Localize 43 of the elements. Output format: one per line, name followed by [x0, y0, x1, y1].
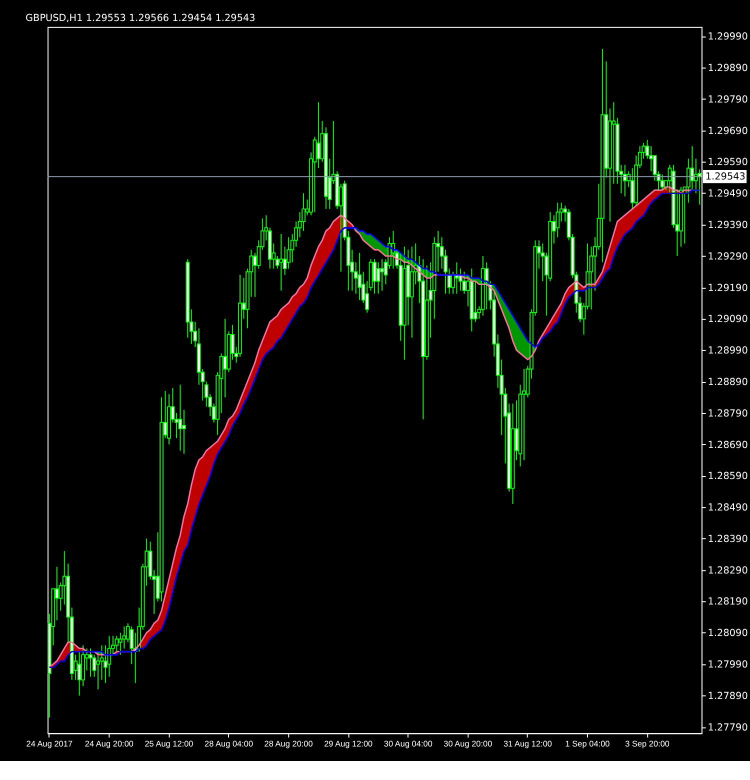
y-tick-label: 1.29190 [708, 282, 748, 294]
y-tick-label: 1.27790 [708, 722, 748, 734]
y-tick-label: 1.29790 [708, 94, 748, 106]
y-tick-label: 1.29590 [708, 157, 748, 168]
y-tick-label: 1.28790 [708, 408, 748, 420]
candlestick [690, 146, 694, 191]
y-tick-label: 1.27890 [708, 690, 748, 702]
y-tick-label: 1.28090 [708, 628, 748, 640]
candlestick [630, 168, 634, 210]
candlestick [462, 271, 466, 294]
candlestick [484, 262, 489, 310]
candlestick [182, 409, 186, 454]
candlestick [88, 648, 92, 678]
candlestick [279, 234, 284, 292]
y-tick-label: 1.29890 [708, 63, 748, 74]
candlestick [612, 102, 616, 184]
candlestick [473, 280, 478, 322]
candlestick [376, 262, 380, 294]
y-tick-label: 1.29390 [708, 220, 748, 232]
y-tick-label: 1.28490 [708, 502, 748, 514]
y-tick-label: 1.29690 [708, 126, 748, 137]
candlestick [660, 174, 664, 191]
y-tick-label: 1.28590 [708, 471, 748, 482]
y-tick-label: 1.28990 [708, 346, 748, 357]
y-tick-label: 1.29990 [708, 32, 748, 43]
y-tick-label: 1.29090 [708, 314, 748, 326]
candlestick [114, 635, 119, 652]
ref-line-label: 1.29543 [705, 172, 746, 182]
y-tick-label: 1.27990 [708, 660, 748, 671]
candlestick [77, 651, 82, 696]
y-tick-label: 1.28290 [708, 565, 748, 576]
y-tick-label: 1.29290 [708, 251, 748, 262]
candlestick [380, 258, 384, 292]
candlestick [358, 252, 362, 300]
y-tick-label: 1.29490 [708, 188, 748, 200]
y-tick-label: 1.28690 [708, 440, 748, 451]
y-tick-label: 1.28190 [708, 596, 748, 608]
y-tick-label: 1.28890 [708, 376, 748, 388]
candlestick [223, 318, 227, 398]
chart-title: GBPUSD,H1 1.29553 1.29566 1.29454 1.29543 [26, 13, 256, 24]
candlestick [316, 102, 320, 169]
candlestick [372, 258, 376, 294]
y-tick-label: 1.28390 [708, 534, 748, 545]
